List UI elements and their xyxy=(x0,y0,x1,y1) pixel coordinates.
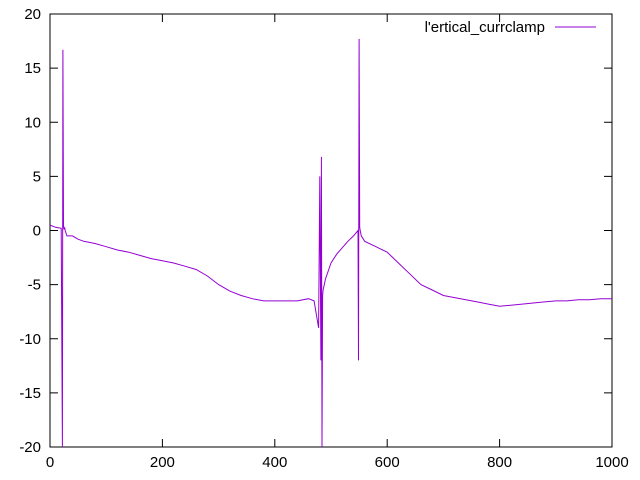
x-tick-label: 400 xyxy=(262,454,287,471)
y-tick-label: -10 xyxy=(19,331,41,348)
plot-frame xyxy=(49,13,613,448)
y-tick-label: 15 xyxy=(24,60,41,77)
legend: l'ertical_currclamp xyxy=(425,19,596,36)
y-tick-label: 0 xyxy=(33,223,41,240)
y-tick-label: 10 xyxy=(24,114,41,131)
x-tick-label: 0 xyxy=(46,454,54,471)
y-tick-label: -5 xyxy=(28,277,41,294)
x-tick-label: 600 xyxy=(375,454,400,471)
x-tick-label: 200 xyxy=(150,454,175,471)
axis-ticks: 0 200 400 600 800 1000 20 15 10 5 0 -5 -10 -15 -20 xyxy=(19,6,628,471)
y-tick-label: 20 xyxy=(24,6,41,23)
x-tick-label: 1000 xyxy=(595,454,628,471)
legend-label: l'ertical_currclamp xyxy=(425,19,545,36)
y-tick-label: -15 xyxy=(19,385,41,402)
series-group xyxy=(49,38,612,448)
x-tick-label: 800 xyxy=(487,454,512,471)
series-line xyxy=(49,38,612,448)
y-tick-label: 5 xyxy=(33,168,41,185)
y-tick-label: -20 xyxy=(19,439,41,456)
